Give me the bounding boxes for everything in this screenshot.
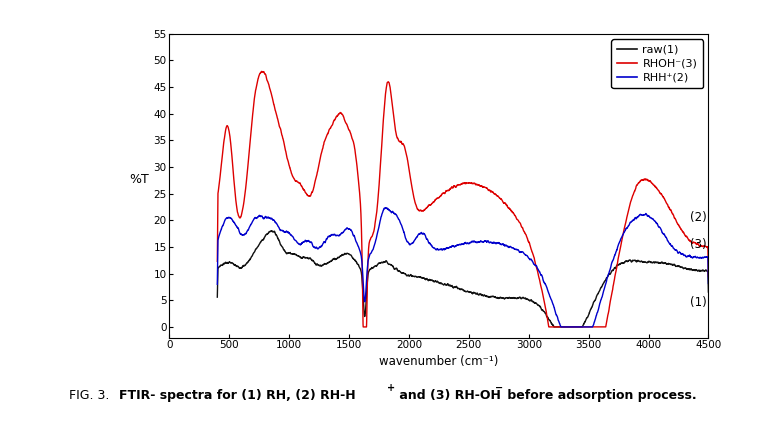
Text: FTIR- spectra for (1) RH, (2) RH-H: FTIR- spectra for (1) RH, (2) RH-H (119, 389, 356, 402)
Text: FIG. 3.: FIG. 3. (69, 389, 114, 402)
Text: +: + (387, 383, 395, 393)
Text: −: − (495, 383, 504, 393)
Text: (3): (3) (691, 238, 707, 251)
Y-axis label: %T: %T (129, 173, 149, 186)
Text: (1): (1) (691, 296, 707, 309)
Text: and (3) RH-OH: and (3) RH-OH (395, 389, 500, 402)
Legend: raw(1), RHOH⁻(3), RHH⁺(2): raw(1), RHOH⁻(3), RHH⁺(2) (611, 39, 703, 88)
X-axis label: wavenumber (cm⁻¹): wavenumber (cm⁻¹) (379, 354, 499, 368)
Text: (2): (2) (691, 211, 707, 224)
Text: before adsorption process.: before adsorption process. (503, 389, 696, 402)
